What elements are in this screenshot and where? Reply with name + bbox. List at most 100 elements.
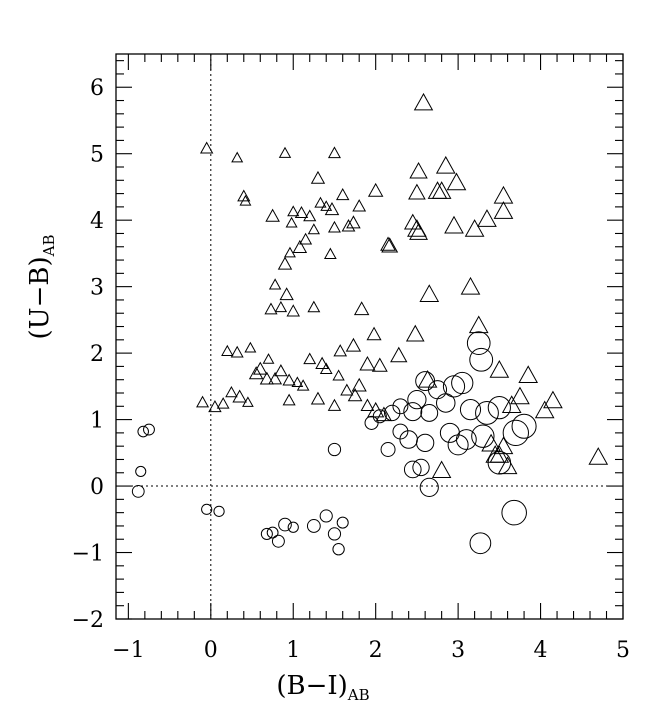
triangle-point (497, 456, 518, 475)
y-axis-label-subscript: AB (40, 235, 58, 258)
triangle-point (310, 170, 326, 184)
x-tick-label: 1 (286, 638, 300, 663)
triangle-point (333, 344, 348, 357)
triangle-point (341, 219, 356, 232)
triangle-point (291, 376, 304, 387)
triangle-point (315, 356, 329, 370)
circle-point (131, 484, 145, 498)
triangle-point (278, 146, 292, 158)
y-tick-label: 2 (90, 342, 104, 367)
triangle-point (352, 199, 367, 212)
y-tick-label: 3 (90, 276, 104, 301)
triangle-point (588, 447, 609, 465)
triangle-point (327, 220, 341, 233)
triangle-point (277, 256, 293, 270)
circle-point (364, 415, 379, 430)
triangle-point (296, 379, 310, 391)
triangle-point (353, 301, 370, 316)
triangle-point (264, 302, 278, 315)
triangle-point (351, 377, 367, 392)
x-tick-label: −1 (112, 638, 144, 663)
triangle-point (417, 370, 438, 388)
triangle-point (431, 181, 452, 199)
triangle-point (244, 341, 257, 353)
triangle-point (279, 287, 294, 301)
y-tick-label: 0 (90, 475, 104, 500)
circle-point (327, 442, 342, 457)
triangle-point (253, 361, 268, 375)
triangle-point (294, 205, 309, 219)
circle-point (469, 347, 494, 372)
triangle-point (346, 215, 361, 229)
circle-point (384, 404, 401, 422)
triangle-point (345, 337, 362, 352)
triangle-point (239, 194, 252, 206)
x-tick-label: 2 (369, 638, 383, 663)
circle-point (487, 451, 512, 475)
triangle-point (265, 208, 280, 222)
triangle-point (327, 398, 342, 411)
circle-point (392, 398, 409, 415)
triangle-point (446, 172, 467, 191)
y-axis-label: (U−B)AB (25, 235, 58, 340)
circle-point (266, 526, 279, 539)
triangle-point (380, 236, 397, 251)
triangle-point (274, 364, 288, 377)
circle-point (475, 401, 499, 425)
triangle-point (405, 324, 425, 342)
triangle-point (489, 359, 510, 378)
circle-point (319, 509, 333, 523)
triangle-point (283, 246, 296, 258)
triangle-point (332, 369, 345, 381)
triangle-point (314, 196, 327, 208)
triangle-point (444, 215, 464, 234)
circle-point (469, 532, 492, 555)
triangle-point (501, 395, 522, 413)
triangle-point (460, 276, 481, 295)
circle-point (466, 331, 491, 355)
plot-frame (115, 53, 624, 620)
triangle-point (262, 353, 275, 364)
triangle-point (299, 232, 313, 245)
circle-point (419, 477, 439, 497)
triangle-point (431, 460, 452, 479)
triangle-point (381, 237, 399, 253)
triangle-point (216, 397, 230, 409)
triangle-point (477, 209, 497, 227)
triangle-point (248, 366, 264, 380)
triangle-point (510, 386, 530, 405)
circle-point (380, 441, 396, 458)
x-tick-label: 0 (204, 638, 218, 663)
triangle-point (199, 141, 214, 154)
triangle-point (285, 216, 298, 228)
triangle-point (259, 371, 275, 385)
triangle-point (286, 304, 300, 317)
circle-point (327, 527, 342, 541)
circle-point (487, 396, 511, 420)
x-axis-label: (B−I)AB (276, 671, 369, 704)
triangle-point (403, 213, 422, 230)
plot-frame-group (115, 53, 624, 620)
triangle-point (543, 390, 563, 409)
triangle-point (419, 284, 440, 302)
triangle-point (413, 92, 434, 111)
x-tick-label: 4 (534, 638, 548, 663)
circle-point (436, 393, 456, 413)
circle-point (442, 375, 466, 398)
triangle-point (303, 352, 317, 365)
triangle-point (268, 371, 283, 385)
triangle-point (359, 355, 376, 371)
triangle-point (319, 362, 333, 375)
tick-labels: −1 0 1 2 3 4 5 −2 −1 0 1 2 3 4 5 6 (72, 76, 630, 663)
triangle-point (489, 445, 510, 463)
triangle-point (242, 396, 254, 407)
circle-point (412, 458, 430, 477)
y-tick-label: 4 (90, 209, 104, 234)
triangle-point (390, 346, 408, 363)
data-marks (131, 92, 609, 556)
triangle-point (323, 247, 337, 260)
x-tick-label: 5 (616, 638, 630, 663)
triangle-point (208, 400, 222, 413)
triangle-point (409, 222, 429, 240)
y-tick-label: −1 (72, 542, 104, 567)
